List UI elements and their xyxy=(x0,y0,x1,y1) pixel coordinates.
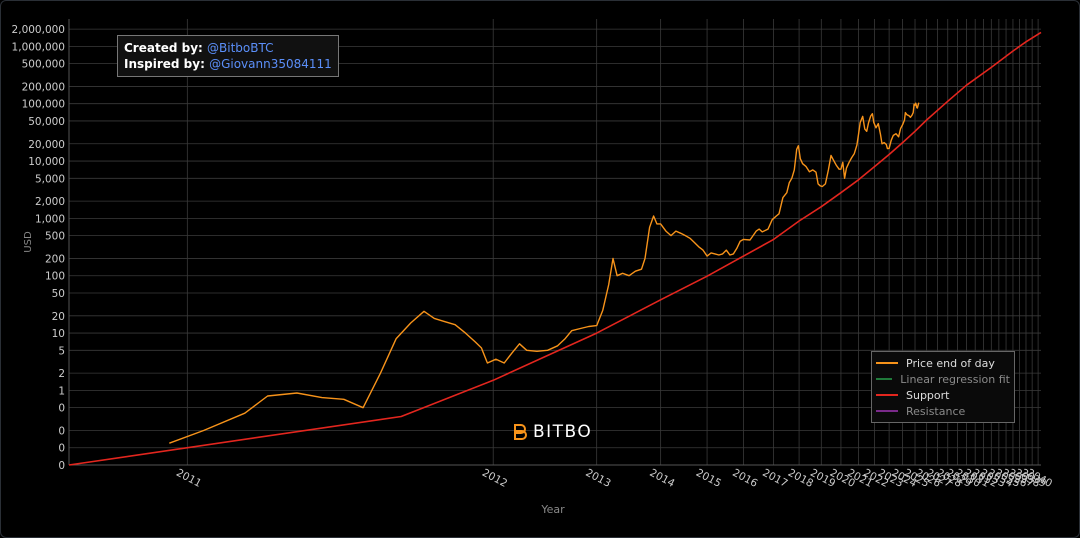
y-tick-label: 200 xyxy=(45,253,65,265)
y-tick-label: 500 xyxy=(45,231,65,243)
y-tick-label: 20,000 xyxy=(28,139,65,151)
x-tick-label: 2015 xyxy=(694,467,723,490)
y-tick-label: 50 xyxy=(52,288,65,300)
legend-swatch-price xyxy=(876,362,898,364)
created-by-label: Created by: xyxy=(124,41,203,55)
y-tick-label: 500,000 xyxy=(22,59,65,71)
support-line xyxy=(68,31,1042,466)
y-tick-label: 0 xyxy=(58,460,65,472)
legend-label-resistance: Resistance xyxy=(906,404,966,418)
legend-item-support[interactable]: Support xyxy=(876,387,1010,403)
legend-label-support: Support xyxy=(906,388,950,402)
y-tick-label: 1,000 xyxy=(35,213,65,225)
y-tick-label: 200,000 xyxy=(22,81,65,93)
inspired-by-handle[interactable]: @Giovann35084111 xyxy=(209,57,332,71)
y-tick-label: 10,000 xyxy=(28,156,65,168)
y-tick-label: 1,000,000 xyxy=(12,41,65,53)
inspired-by-label: Inspired by: xyxy=(124,57,205,71)
y-tick-label: 0 xyxy=(58,443,65,455)
x-tick-label: 2014 xyxy=(647,467,677,490)
y-tick-label: 100 xyxy=(45,271,65,283)
legend-item-regression[interactable]: Linear regression fit xyxy=(876,371,1010,387)
bitbo-logo-icon xyxy=(514,424,527,440)
y-tick-label: 20 xyxy=(52,311,65,323)
y-tick-label: 10 xyxy=(52,328,65,340)
bitbo-logo: BITBO xyxy=(513,422,592,442)
created-by-handle[interactable]: @BitboBTC xyxy=(207,41,274,55)
legend-label-regression: Linear regression fit xyxy=(900,372,1010,386)
y-tick-label: 1 xyxy=(58,385,65,397)
legend-swatch-support xyxy=(876,394,898,396)
x-axis-ticks: 2011 2012 2013 2014 2015 2016 2017201820192020… xyxy=(174,467,1054,490)
legend-item-price[interactable]: Price end of day xyxy=(876,355,1010,371)
legend-swatch-resistance xyxy=(876,410,898,412)
x-tick-label: 2012 xyxy=(480,467,509,490)
x-tick-label: 2017 xyxy=(760,467,789,490)
x-axis-label: Year xyxy=(540,503,565,516)
series-lines xyxy=(68,31,1042,466)
credits-box: Created by: @BitboBTC Inspired by: @Giov… xyxy=(117,35,339,77)
y-tick-label: 100,000 xyxy=(22,99,65,111)
legend: Price end of day Linear regression fit S… xyxy=(871,351,1015,423)
y-tick-label: 5,000 xyxy=(35,173,65,185)
bitbo-logo-text: BITBO xyxy=(533,422,593,442)
y-axis-ticks: 0 0 0 0 1 2 5 10 20 50 100 200 500 1,000 2,000 5,000 10,… xyxy=(12,24,65,472)
x-tick-label: 2016 xyxy=(730,467,760,490)
legend-label-price: Price end of day xyxy=(906,356,995,370)
x-tick-label: 2011 xyxy=(174,467,203,490)
y-tick-label: 0 xyxy=(58,425,65,437)
legend-swatch-regression xyxy=(876,378,893,380)
legend-item-resistance[interactable]: Resistance xyxy=(876,403,1010,419)
y-tick-label: 2 xyxy=(58,368,65,380)
x-tick-label: 2013 xyxy=(583,467,612,490)
y-tick-label: 0 xyxy=(58,403,65,415)
price-end-of-day-line xyxy=(169,102,920,444)
y-tick-label: 5 xyxy=(58,345,65,357)
y-tick-label: 2,000 xyxy=(35,196,65,208)
y-tick-label: 2,000,000 xyxy=(12,24,65,36)
y-tick-label: 50,000 xyxy=(28,116,65,128)
y-axis-label: USD xyxy=(23,231,34,253)
